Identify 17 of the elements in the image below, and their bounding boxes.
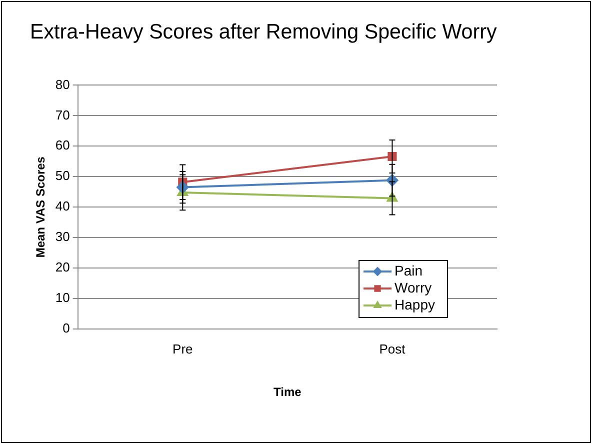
x-tick-label: Pre — [172, 341, 193, 356]
y-tick-label: 10 — [55, 290, 70, 306]
chart-title: Extra-Heavy Scores after Removing Specific Worry — [30, 20, 498, 44]
x-tick-label: Post — [379, 341, 406, 356]
legend-label: Happy — [394, 296, 435, 312]
y-tick-label: 0 — [62, 320, 70, 336]
y-tick-label: 40 — [55, 198, 70, 214]
legend-label: Pain — [394, 262, 423, 278]
y-tick-label: 20 — [55, 260, 70, 275]
y-tick-label: 30 — [55, 229, 70, 244]
legend-label: Worry — [394, 279, 432, 296]
y-tick-label: 70 — [55, 107, 70, 122]
y-tick-label: 80 — [55, 76, 70, 92]
y-tick-label: 60 — [55, 138, 70, 153]
x-axis-title: Time — [274, 385, 302, 400]
y-axis-title: Mean VAS Scores — [34, 156, 48, 258]
y-tick-label: 50 — [55, 168, 70, 184]
